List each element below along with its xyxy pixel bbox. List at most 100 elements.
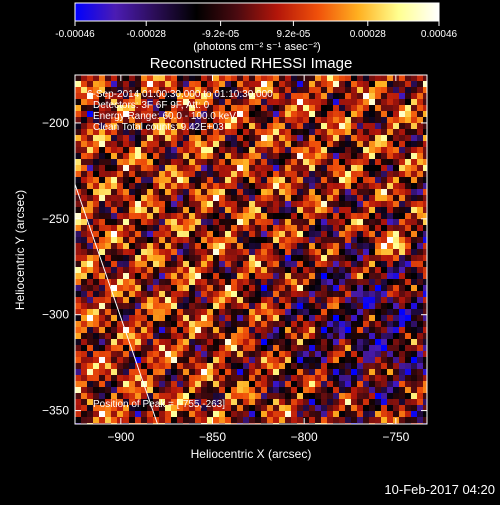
heatmap-cell <box>285 333 292 340</box>
heatmap-cell <box>267 387 274 394</box>
heatmap-cell <box>411 159 418 166</box>
heatmap-cell <box>309 363 316 370</box>
heatmap-cell <box>273 345 280 352</box>
heatmap-cell <box>165 267 172 274</box>
heatmap-cell <box>231 333 238 340</box>
heatmap-cell <box>261 369 268 376</box>
heatmap-cell <box>111 321 118 328</box>
heatmap-cell <box>405 345 412 352</box>
heatmap-cell <box>213 165 220 172</box>
heatmap-cell <box>237 285 244 292</box>
heatmap-cell <box>207 93 214 100</box>
heatmap-cell <box>417 75 424 82</box>
heatmap-cell <box>87 123 94 130</box>
heatmap-cell <box>129 381 136 388</box>
heatmap-cell <box>321 189 328 196</box>
heatmap-cell <box>339 297 346 304</box>
heatmap-cell <box>285 141 292 148</box>
heatmap-cell <box>207 237 214 244</box>
heatmap-cell <box>279 387 286 394</box>
heatmap-cell <box>273 207 280 214</box>
heatmap-cell <box>201 123 208 130</box>
heatmap-cell <box>303 123 310 130</box>
heatmap-cell <box>165 105 172 112</box>
heatmap-cell <box>243 123 250 130</box>
heatmap-cell <box>189 375 196 382</box>
heatmap-cell <box>165 81 172 88</box>
heatmap-cell <box>111 195 118 202</box>
heatmap-cell <box>99 213 106 220</box>
heatmap-cell <box>315 363 322 370</box>
heatmap-cell <box>117 303 124 310</box>
heatmap-cell <box>339 399 346 406</box>
heatmap-cell <box>255 297 262 304</box>
heatmap-cell <box>351 303 358 310</box>
heatmap-cell <box>171 279 178 286</box>
heatmap-cell <box>255 237 262 244</box>
heatmap-cell <box>165 249 172 256</box>
heatmap-cell <box>93 309 100 316</box>
heatmap-cell <box>231 219 238 226</box>
heatmap-cell <box>93 195 100 202</box>
heatmap-cell <box>279 135 286 142</box>
heatmap-cell <box>267 129 274 136</box>
heatmap-cell <box>81 93 88 100</box>
heatmap-cell <box>351 357 358 364</box>
heatmap-cell <box>417 333 424 340</box>
heatmap-cell <box>291 141 298 148</box>
heatmap-cell <box>423 147 427 154</box>
heatmap-cell <box>297 279 304 286</box>
footer-timestamp: 10-Feb-2017 04:20 <box>384 482 495 497</box>
heatmap-cell <box>99 333 106 340</box>
heatmap-cell <box>327 363 334 370</box>
heatmap-cell <box>105 129 112 136</box>
heatmap-cell <box>357 291 364 298</box>
heatmap-cell <box>81 381 88 388</box>
heatmap-cell <box>117 399 124 406</box>
heatmap-cell <box>327 87 334 94</box>
heatmap-cell <box>405 411 412 418</box>
heatmap-cell <box>117 207 124 214</box>
heatmap-cell <box>117 375 124 382</box>
heatmap-cell <box>327 129 334 136</box>
heatmap-cell <box>333 351 340 358</box>
heatmap-cell <box>183 123 190 130</box>
heatmap-cell <box>171 141 178 148</box>
heatmap-cell <box>165 387 172 394</box>
heatmap-cell <box>147 327 154 334</box>
heatmap-cell <box>129 387 136 394</box>
heatmap-cell <box>249 117 256 124</box>
heatmap-cell <box>339 255 346 262</box>
heatmap-cell <box>279 195 286 202</box>
heatmap-cell <box>177 303 184 310</box>
heatmap-cell <box>141 117 148 124</box>
heatmap-cell <box>75 303 82 310</box>
heatmap-cell <box>285 99 292 106</box>
heatmap-cell <box>105 237 112 244</box>
heatmap-cell <box>387 165 394 172</box>
heatmap-cell <box>201 417 208 424</box>
heatmap-cell <box>159 135 166 142</box>
heatmap-cell <box>165 141 172 148</box>
heatmap-cell <box>423 75 427 82</box>
heatmap-cell <box>111 141 118 148</box>
heatmap-cell <box>231 141 238 148</box>
heatmap-cell <box>261 177 268 184</box>
heatmap-cell <box>327 411 334 418</box>
heatmap-cell <box>159 387 166 394</box>
heatmap-cell <box>255 387 262 394</box>
heatmap-cell <box>153 123 160 130</box>
heatmap-cell <box>405 279 412 286</box>
heatmap-cell <box>237 351 244 358</box>
heatmap-cell <box>123 255 130 262</box>
heatmap-cell <box>75 267 82 274</box>
heatmap-cell <box>207 345 214 352</box>
heatmap-cell <box>399 141 406 148</box>
heatmap-cell <box>219 273 226 280</box>
heatmap-cell <box>381 273 388 280</box>
heatmap-cell <box>291 285 298 292</box>
heatmap-cell <box>129 411 136 418</box>
heatmap-cell <box>105 333 112 340</box>
heatmap-cell <box>417 105 424 112</box>
heatmap-cell <box>147 147 154 154</box>
